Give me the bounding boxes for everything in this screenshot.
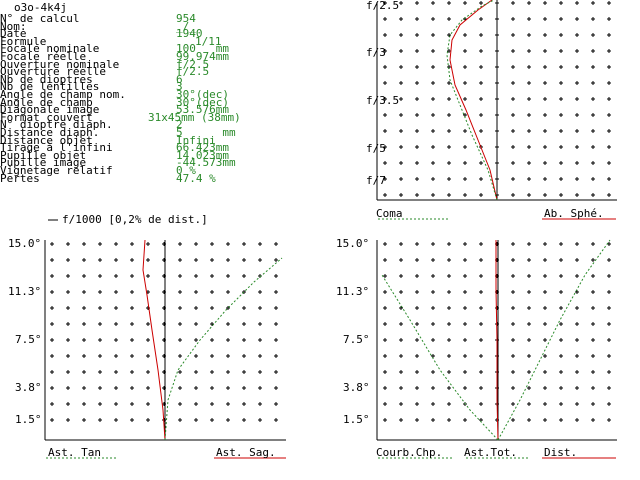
info-label: Formule bbox=[0, 34, 47, 48]
top-legend-ab-sphe: Ab. Sphé. bbox=[544, 207, 604, 220]
window-title: o3o-4k4j bbox=[14, 1, 67, 14]
right-legend-dist: Dist. bbox=[544, 446, 578, 459]
info-value: 6 bbox=[176, 72, 183, 86]
left-ylabel-2: 11.3° bbox=[8, 285, 42, 298]
info-value: 1/11 bbox=[195, 34, 222, 48]
info-value: -44.573mm bbox=[176, 156, 236, 170]
right-ylabel-1: 15.0° bbox=[336, 237, 370, 250]
info-label: Tirage à l'infini bbox=[0, 141, 113, 155]
top-ylabel-5: f/7 bbox=[366, 174, 386, 187]
info-label: Pertes bbox=[0, 171, 40, 185]
info-label: Ouverture nominale bbox=[0, 57, 120, 71]
info-label: Pupille image bbox=[0, 156, 87, 170]
right-ylabel-2: 11.3° bbox=[336, 285, 370, 298]
info-value: 53.576mm bbox=[176, 103, 229, 117]
info-value: 0 % bbox=[176, 164, 196, 177]
left-ylabel-5: 1.5° bbox=[15, 413, 42, 426]
info-label: Focale réelle bbox=[0, 50, 87, 63]
info-label: Focale nominale bbox=[0, 42, 100, 56]
left-legend-ast-tan: Ast. Tan bbox=[48, 446, 101, 459]
info-label: Ouverture réelle bbox=[0, 65, 106, 79]
top-legend-coma: Coma bbox=[376, 207, 403, 220]
info-label: Angle de champ bbox=[0, 95, 93, 109]
info-value: 30°(dec) bbox=[176, 95, 229, 109]
right-legend-ast-tot: Ast.Tot. bbox=[464, 446, 517, 459]
right-dist-curve bbox=[495, 240, 499, 441]
info-value: Infini bbox=[176, 133, 216, 147]
info-value: 47.4 % bbox=[176, 171, 216, 185]
right-ylabel-5: 1.5° bbox=[343, 413, 370, 426]
left-ylabel-1: 15.0° bbox=[8, 237, 42, 250]
top-ylabel-3: f/3.5 bbox=[366, 94, 400, 107]
left-sag-curve bbox=[142, 239, 166, 441]
left-ylabel-3: 7.5° bbox=[15, 333, 42, 346]
info-label: N° de calcul bbox=[0, 12, 80, 25]
top-coma-curve bbox=[446, 0, 498, 201]
info-label: Distance diaph. bbox=[0, 126, 100, 139]
left-legend-ast-sag: Ast. Sag. bbox=[216, 446, 276, 459]
info-value: f/2.5 bbox=[176, 57, 210, 71]
info-value: 1940 bbox=[176, 27, 203, 41]
info-value: 31x45mm (38mm) bbox=[148, 110, 241, 124]
info-label: Nb de lentilles bbox=[0, 80, 100, 94]
info-value: 3 bbox=[176, 80, 183, 94]
info-value: 66.423mm bbox=[176, 141, 229, 155]
top-ylabel-2: f/3 bbox=[366, 46, 386, 59]
top-ylabel-1: f/2.5 bbox=[366, 0, 400, 12]
info-label: Format couvert bbox=[0, 110, 93, 124]
right-legend-courb-chp: Courb.Chp. bbox=[376, 446, 443, 459]
info-value: f/2.5 bbox=[176, 65, 210, 79]
info-value: 954 bbox=[176, 12, 196, 25]
info-label: Diagonale image bbox=[0, 103, 100, 117]
info-label: Distance objet bbox=[0, 133, 93, 147]
bottom-header: f/1000 [0,2% de dist.] bbox=[62, 213, 208, 226]
right-ylabel-4: 3.8° bbox=[343, 381, 370, 394]
info-label: Angle de champ nom. bbox=[0, 88, 126, 101]
info-value: 5 mm bbox=[176, 126, 236, 139]
info-label: Vignetage relatif bbox=[0, 164, 113, 177]
info-value: 99.974mm bbox=[176, 50, 229, 63]
right-ylabel-3: 7.5° bbox=[343, 333, 370, 346]
top-ylabel-4: f/5 bbox=[366, 142, 386, 155]
info-label: Date bbox=[0, 27, 27, 41]
info-label: N° dioptre diaph. bbox=[0, 118, 113, 132]
right-asttot-curve bbox=[497, 239, 611, 441]
info-label: Nb de dioptres bbox=[0, 72, 93, 86]
left-tan-curve bbox=[164, 257, 283, 441]
info-value: 100 mm bbox=[176, 42, 229, 56]
info-label: Pupille objet bbox=[0, 148, 87, 162]
info-value: 30°(dec) bbox=[176, 88, 229, 101]
top-spherical-curve bbox=[449, 0, 498, 201]
info-value: 14.023mm bbox=[176, 148, 229, 162]
left-ylabel-4: 3.8° bbox=[15, 381, 42, 394]
info-value: 2 bbox=[176, 118, 183, 132]
info-value: _/_ bbox=[176, 19, 196, 33]
info-label: Nom: bbox=[0, 19, 27, 33]
